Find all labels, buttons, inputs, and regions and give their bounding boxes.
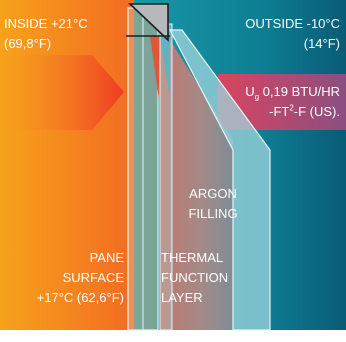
ug-value: 0,19 BTU/HR (259, 84, 340, 99)
thermal-line2: FUNCTION (161, 270, 229, 285)
argon-cavity (170, 40, 233, 330)
thermal-function-layer-label: THERMAL FUNCTION LAYER (161, 248, 228, 308)
ug-value-label: Ug 0,19 BTU/HR -FT2-F (US). (245, 82, 340, 122)
thermal-line1: THERMAL (161, 250, 224, 265)
pane-line2: SURFACE (62, 270, 124, 285)
outside-label-line1: OUTSIDE -10°C (245, 16, 340, 31)
bottom-margin (0, 330, 346, 342)
pane-line3: +17°C (62,6°F) (36, 290, 124, 305)
ug-subscript: g (254, 92, 260, 102)
inside-temperature-label: INSIDE +21°C (69,8°F) (4, 14, 88, 54)
ug-unit-sup: 2 (289, 103, 294, 113)
argon-line2: FILLING (188, 206, 238, 221)
ug-line2: -FT2-F (US). (245, 102, 340, 122)
outside-label-line2: (14°F) (303, 36, 340, 51)
argon-line1: ARGON (189, 186, 237, 201)
ug-line1: Ug 0,19 BTU/HR (245, 82, 340, 102)
inside-label-line2: (69,8°F) (4, 36, 52, 51)
thermal-line3: LAYER (161, 290, 203, 305)
inside-label-line1: INSIDE +21°C (4, 16, 88, 31)
outside-temperature-label: OUTSIDE -10°C (14°F) (245, 14, 340, 54)
spacer-triangle (127, 3, 169, 42)
pane-surface-label: PANE SURFACE +17°C (62,6°F) (37, 248, 124, 308)
ug-unit-post: -F (US). (293, 104, 340, 119)
argon-filling-label: ARGON FILLING (178, 184, 248, 224)
ug-symbol: U (245, 84, 255, 99)
ug-band (218, 74, 346, 130)
heat-arrow (0, 55, 124, 130)
ug-unit-pre: -FT (269, 104, 290, 119)
pane-line1: PANE (89, 250, 124, 265)
